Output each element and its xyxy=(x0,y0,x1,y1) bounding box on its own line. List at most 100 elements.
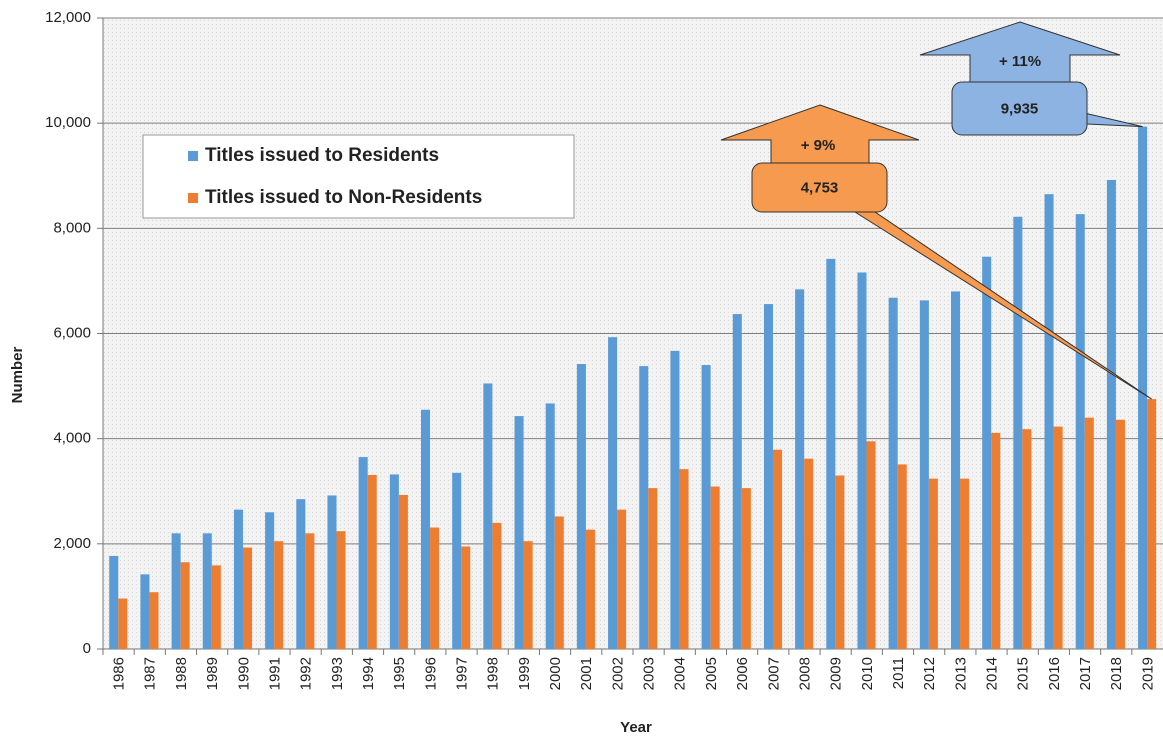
callout-change: + 11% xyxy=(999,53,1041,70)
bar xyxy=(430,527,440,649)
x-tick-label: 1996 xyxy=(422,657,439,690)
bar xyxy=(296,499,306,649)
legend-swatch xyxy=(188,193,198,203)
y-tick-label: 0 xyxy=(83,640,91,657)
bar xyxy=(617,509,627,649)
bar xyxy=(180,562,190,649)
bar xyxy=(1147,399,1157,649)
bar xyxy=(951,291,961,649)
bar xyxy=(670,350,680,649)
bar xyxy=(514,416,524,649)
bar xyxy=(919,300,929,649)
x-tick-label: 2000 xyxy=(547,657,564,690)
bar xyxy=(398,494,408,649)
x-tick-label: 2003 xyxy=(641,657,658,690)
bar xyxy=(461,546,471,649)
callout-change: + 9% xyxy=(801,137,836,154)
y-axis-title: Number xyxy=(9,347,26,404)
y-tick-label: 2,000 xyxy=(53,535,91,552)
x-tick-label: 1999 xyxy=(516,657,533,690)
bar xyxy=(835,475,845,649)
bar xyxy=(233,509,243,649)
x-tick-label: 1986 xyxy=(111,657,128,690)
x-tick-label: 2017 xyxy=(1077,657,1094,690)
callout-box xyxy=(951,81,1088,136)
bar xyxy=(1053,426,1063,649)
x-axis-title: Year xyxy=(620,719,652,736)
y-tick-label: 6,000 xyxy=(53,324,91,341)
bar xyxy=(888,297,898,649)
bar xyxy=(608,337,618,649)
bar xyxy=(452,472,462,649)
x-tick-label: 2013 xyxy=(952,657,969,690)
y-tick-label: 4,000 xyxy=(53,430,91,447)
bar xyxy=(358,457,368,649)
bar xyxy=(242,547,253,649)
bar xyxy=(639,366,649,649)
bar xyxy=(421,409,431,649)
x-tick-label: 1995 xyxy=(391,657,408,690)
bar xyxy=(305,533,315,649)
bar xyxy=(648,488,658,649)
bar xyxy=(679,469,689,649)
x-tick-label: 2018 xyxy=(1108,657,1125,690)
bar xyxy=(492,522,502,649)
bar xyxy=(545,403,555,649)
x-tick-label: 1994 xyxy=(360,657,377,690)
x-tick-label: 1993 xyxy=(329,657,346,690)
legend-label: Titles issued to Residents xyxy=(205,145,439,166)
value-label: 9,935 xyxy=(1001,100,1039,117)
x-tick-label: 2002 xyxy=(609,657,626,690)
bar xyxy=(336,531,346,649)
bar xyxy=(576,363,586,649)
bar xyxy=(1106,179,1116,649)
bar xyxy=(367,474,377,649)
x-tick-label: 1991 xyxy=(266,657,283,690)
bar xyxy=(523,541,533,649)
bar xyxy=(710,486,720,649)
y-tick-label: 12,000 xyxy=(45,9,91,26)
bar xyxy=(118,598,128,649)
bar xyxy=(140,574,150,649)
bar xyxy=(701,365,711,649)
callout-box xyxy=(751,162,888,213)
bar xyxy=(554,516,564,649)
bar xyxy=(857,272,867,649)
x-tick-label: 2005 xyxy=(703,657,720,690)
x-tick-label: 1989 xyxy=(204,657,221,690)
x-tick-label: 2016 xyxy=(1046,657,1063,690)
legend-swatch xyxy=(188,151,198,161)
x-tick-label: 2009 xyxy=(828,657,845,690)
bar xyxy=(991,432,1001,649)
x-tick-label: 2006 xyxy=(734,657,751,690)
x-tick-label: 2015 xyxy=(1015,657,1032,690)
x-tick-label: 1990 xyxy=(235,657,252,690)
legend-box xyxy=(142,134,575,219)
x-tick-label: 2014 xyxy=(983,657,1000,690)
x-tick-label: 2008 xyxy=(796,657,813,690)
bar xyxy=(109,555,119,649)
x-tick-label: 2012 xyxy=(921,657,938,690)
bar xyxy=(772,449,783,649)
bar xyxy=(1138,126,1148,649)
x-tick-label: 2004 xyxy=(672,657,689,690)
x-tick-label: 1992 xyxy=(298,657,315,690)
x-tick-label: 1997 xyxy=(453,657,470,690)
x-tick-label: 2010 xyxy=(859,657,876,690)
bar xyxy=(327,495,337,649)
value-label: 4,753 xyxy=(801,179,839,196)
bar xyxy=(982,256,992,649)
bar xyxy=(928,478,938,649)
y-tick-label: 10,000 xyxy=(45,114,91,131)
x-tick-label: 1998 xyxy=(485,657,502,690)
bar xyxy=(211,565,221,649)
bar xyxy=(960,478,970,649)
x-tick-label: 2007 xyxy=(765,657,782,690)
bar xyxy=(1075,214,1085,649)
x-tick-label: 1988 xyxy=(173,657,190,690)
bar xyxy=(866,441,876,649)
x-tick-label: 2019 xyxy=(1139,657,1156,690)
bar xyxy=(265,512,275,649)
bar xyxy=(274,541,284,649)
